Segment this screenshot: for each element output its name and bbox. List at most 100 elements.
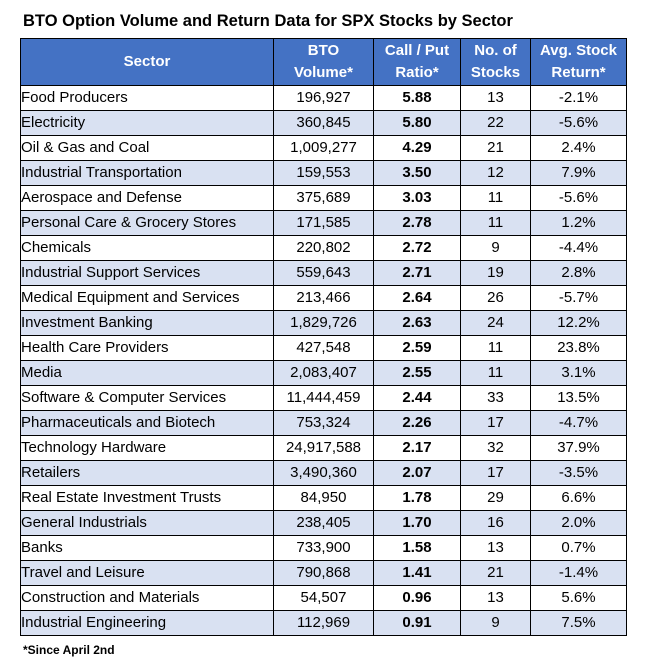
cell-call-put-ratio: 3.50 [373,160,461,186]
cell-avg-return: 13.5% [530,385,627,411]
header-call-put-ratio: Call / Put Ratio* [373,38,461,86]
cell-call-put-ratio: 2.17 [373,435,461,461]
cell-num-stocks: 16 [460,510,531,536]
cell-avg-return: 5.6% [530,585,627,611]
cell-sector: Investment Banking [20,310,274,336]
cell-avg-return: 7.5% [530,610,627,636]
cell-bto-volume: 733,900 [273,535,374,561]
cell-call-put-ratio: 1.41 [373,560,461,586]
header-sector: Sector [20,38,274,86]
table-row: Construction and Materials 54,507 0.96 13 5.… [20,585,627,611]
cell-num-stocks: 22 [460,110,531,136]
cell-num-stocks: 33 [460,385,531,411]
cell-call-put-ratio: 2.07 [373,460,461,486]
cell-num-stocks: 12 [460,160,531,186]
cell-sector: Industrial Engineering [20,610,274,636]
cell-bto-volume: 2,083,407 [273,360,374,386]
cell-call-put-ratio: 1.58 [373,535,461,561]
cell-bto-volume: 213,466 [273,285,374,311]
cell-bto-volume: 24,917,588 [273,435,374,461]
cell-call-put-ratio: 2.59 [373,335,461,361]
cell-num-stocks: 19 [460,260,531,286]
cell-avg-return: -1.4% [530,560,627,586]
table-body: Food Producers 196,927 5.88 13 -2.1% Electric… [20,85,627,636]
table-row: Travel and Leisure 790,868 1.41 21 -1.4% [20,560,627,586]
cell-sector: Electricity [20,110,274,136]
cell-bto-volume: 790,868 [273,560,374,586]
table-row: Aerospace and Defense 375,689 3.03 11 -5.6% [20,185,627,211]
cell-avg-return: -5.6% [530,110,627,136]
cell-avg-return: -5.7% [530,285,627,311]
cell-sector: Software & Computer Services [20,385,274,411]
cell-sector: Technology Hardware [20,435,274,461]
cell-bto-volume: 360,845 [273,110,374,136]
cell-sector: Travel and Leisure [20,560,274,586]
table-row: Technology Hardware 24,917,588 2.17 32 37.9% [20,435,627,461]
table-row: Investment Banking 1,829,726 2.63 24 12.2% [20,310,627,336]
cell-bto-volume: 427,548 [273,335,374,361]
cell-call-put-ratio: 2.63 [373,310,461,336]
cell-bto-volume: 171,585 [273,210,374,236]
cell-sector: Pharmaceuticals and Biotech [20,410,274,436]
cell-sector: Banks [20,535,274,561]
table-row: Industrial Support Services 559,643 2.71 19… [20,260,627,286]
cell-avg-return: 23.8% [530,335,627,361]
cell-avg-return: 7.9% [530,160,627,186]
cell-call-put-ratio: 2.64 [373,285,461,311]
cell-num-stocks: 17 [460,410,531,436]
table-row: Software & Computer Services 11,444,459 2.… [20,385,627,411]
cell-bto-volume: 3,490,360 [273,460,374,486]
cell-num-stocks: 9 [460,235,531,261]
cell-call-put-ratio: 0.96 [373,585,461,611]
table-row: Health Care Providers 427,548 2.59 11 23.8% [20,335,627,361]
cell-call-put-ratio: 0.91 [373,610,461,636]
table-row: Electricity 360,845 5.80 22 -5.6% [20,110,627,136]
cell-bto-volume: 220,802 [273,235,374,261]
cell-avg-return: 12.2% [530,310,627,336]
cell-avg-return: -5.6% [530,185,627,211]
cell-num-stocks: 32 [460,435,531,461]
cell-call-put-ratio: 2.44 [373,385,461,411]
header-row: Sector BTO Volume* Call / Put Ratio* No. o… [20,38,627,86]
cell-sector: Aerospace and Defense [20,185,274,211]
cell-num-stocks: 21 [460,560,531,586]
cell-sector: Industrial Support Services [20,260,274,286]
cell-num-stocks: 11 [460,335,531,361]
table-row: Real Estate Investment Trusts 84,950 1.78 2… [20,485,627,511]
cell-bto-volume: 11,444,459 [273,385,374,411]
table-row: Pharmaceuticals and Biotech 753,324 2.26 17… [20,410,627,436]
cell-bto-volume: 1,829,726 [273,310,374,336]
sector-data-table: Sector BTO Volume* Call / Put Ratio* No. o… [20,38,627,636]
cell-sector: Oil & Gas and Coal [20,135,274,161]
table-row: Chemicals 220,802 2.72 9 -4.4% [20,235,627,261]
cell-bto-volume: 559,643 [273,260,374,286]
cell-call-put-ratio: 5.80 [373,110,461,136]
table-title: BTO Option Volume and Return Data for SP… [23,12,513,30]
cell-num-stocks: 29 [460,485,531,511]
cell-call-put-ratio: 1.78 [373,485,461,511]
cell-num-stocks: 13 [460,585,531,611]
cell-avg-return: 2.8% [530,260,627,286]
cell-sector: Chemicals [20,235,274,261]
cell-sector: Medical Equipment and Services [20,285,274,311]
table-row: Personal Care & Grocery Stores 171,585 2.7… [20,210,627,236]
cell-avg-return: -4.7% [530,410,627,436]
table-row: Media 2,083,407 2.55 11 3.1% [20,360,627,386]
cell-bto-volume: 196,927 [273,85,374,111]
cell-bto-volume: 375,689 [273,185,374,211]
table-row: Industrial Engineering 112,969 0.91 9 7.5% [20,610,627,636]
cell-avg-return: 6.6% [530,485,627,511]
cell-num-stocks: 11 [460,360,531,386]
cell-bto-volume: 112,969 [273,610,374,636]
cell-avg-return: 1.2% [530,210,627,236]
cell-num-stocks: 11 [460,185,531,211]
cell-avg-return: -4.4% [530,235,627,261]
cell-call-put-ratio: 2.55 [373,360,461,386]
cell-avg-return: 3.1% [530,360,627,386]
table-row: Industrial Transportation 159,553 3.50 12 7.… [20,160,627,186]
cell-avg-return: 37.9% [530,435,627,461]
header-bto-volume: BTO Volume* [273,38,374,86]
cell-bto-volume: 238,405 [273,510,374,536]
cell-call-put-ratio: 2.71 [373,260,461,286]
cell-call-put-ratio: 1.70 [373,510,461,536]
